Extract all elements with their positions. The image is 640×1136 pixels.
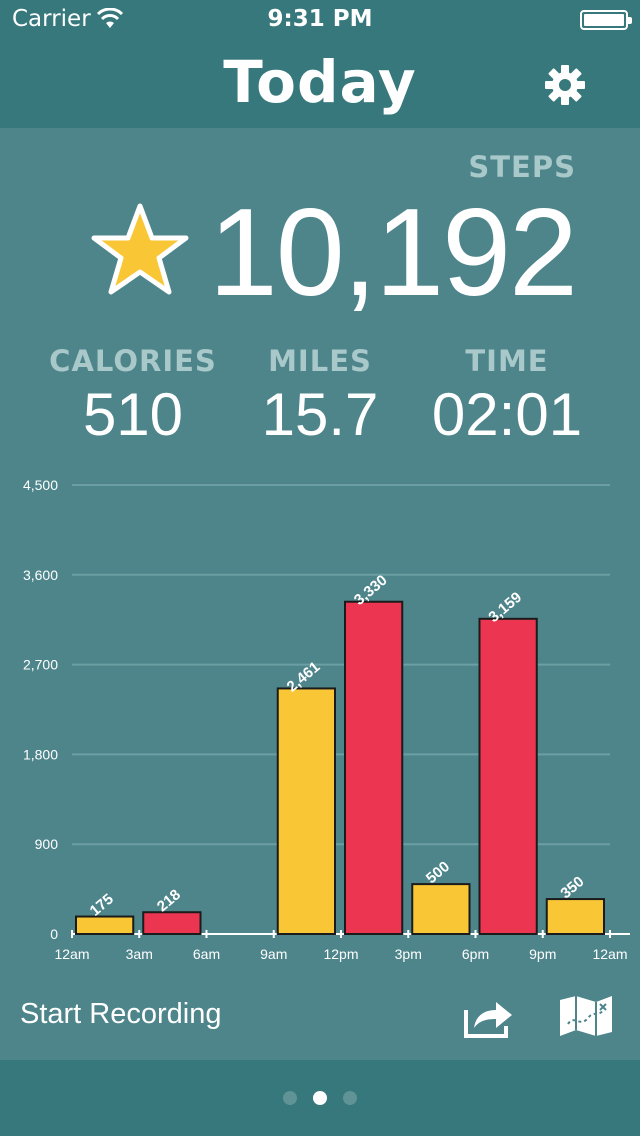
bar-value-label: 175: [87, 891, 117, 920]
bar: [142, 911, 202, 935]
y-tick-label: 3,600: [23, 567, 58, 583]
achievement-star-icon: [91, 203, 189, 295]
y-tick-label: 1,800: [23, 746, 58, 762]
steps-label: STEPS: [468, 150, 576, 184]
bar-value-label: 218: [154, 886, 184, 915]
x-tick-label: 12am: [592, 946, 627, 962]
calories-label: CALORIES: [49, 344, 217, 378]
wifi-icon: [96, 8, 124, 28]
status-time: 9:31 PM: [267, 6, 373, 32]
share-icon[interactable]: [462, 996, 514, 1038]
y-tick-label: 0: [50, 926, 58, 942]
miles-value: 15.7: [261, 381, 379, 448]
page-indicator[interactable]: [0, 1090, 640, 1109]
x-tick-label: 9am: [260, 946, 287, 962]
x-tick-label: 9pm: [529, 946, 556, 962]
page-dot-1[interactable]: [283, 1091, 297, 1105]
x-tick-label: 3am: [126, 946, 153, 962]
time-label: TIME: [465, 344, 549, 378]
bar: [75, 915, 135, 935]
y-tick-label: 900: [35, 836, 59, 852]
settings-gear-icon[interactable]: [544, 64, 586, 106]
bar: [545, 898, 605, 936]
x-tick-label: 6am: [193, 946, 220, 962]
battery-icon: [580, 10, 632, 30]
calories-value: 510: [82, 381, 184, 448]
page-title: Today: [223, 48, 417, 116]
status-bar: Carrier 9:31 PM: [0, 0, 640, 40]
y-tick-label: 2,700: [23, 657, 58, 673]
bar-value-label: 500: [423, 858, 453, 887]
page-dot-2[interactable]: [313, 1091, 327, 1105]
bar-value-label: 350: [557, 873, 587, 902]
y-tick-label: 4,500: [23, 477, 58, 493]
hourly-steps-chart: 0 900 1,800 2,700 3,600 4,500 12am 3am 6am 9am 12p…: [23, 477, 630, 962]
x-tick-label: 6pm: [462, 946, 489, 962]
start-recording-button[interactable]: Start Recording: [20, 998, 222, 1030]
x-tick-label: 12am: [54, 946, 89, 962]
x-tick-label: 12pm: [323, 946, 358, 962]
bar: [478, 617, 538, 935]
bar: [411, 883, 471, 936]
bar: [276, 687, 336, 935]
nav-bar: Today: [0, 40, 640, 128]
time-value: 02:01: [431, 381, 583, 448]
steps-value: 10,192: [208, 184, 578, 322]
bar: [344, 600, 404, 936]
page-dot-3[interactable]: [343, 1091, 357, 1105]
map-icon[interactable]: [558, 994, 614, 1038]
miles-label: MILES: [268, 344, 372, 378]
x-tick-label: 3pm: [395, 946, 422, 962]
carrier-label: Carrier: [12, 6, 91, 32]
